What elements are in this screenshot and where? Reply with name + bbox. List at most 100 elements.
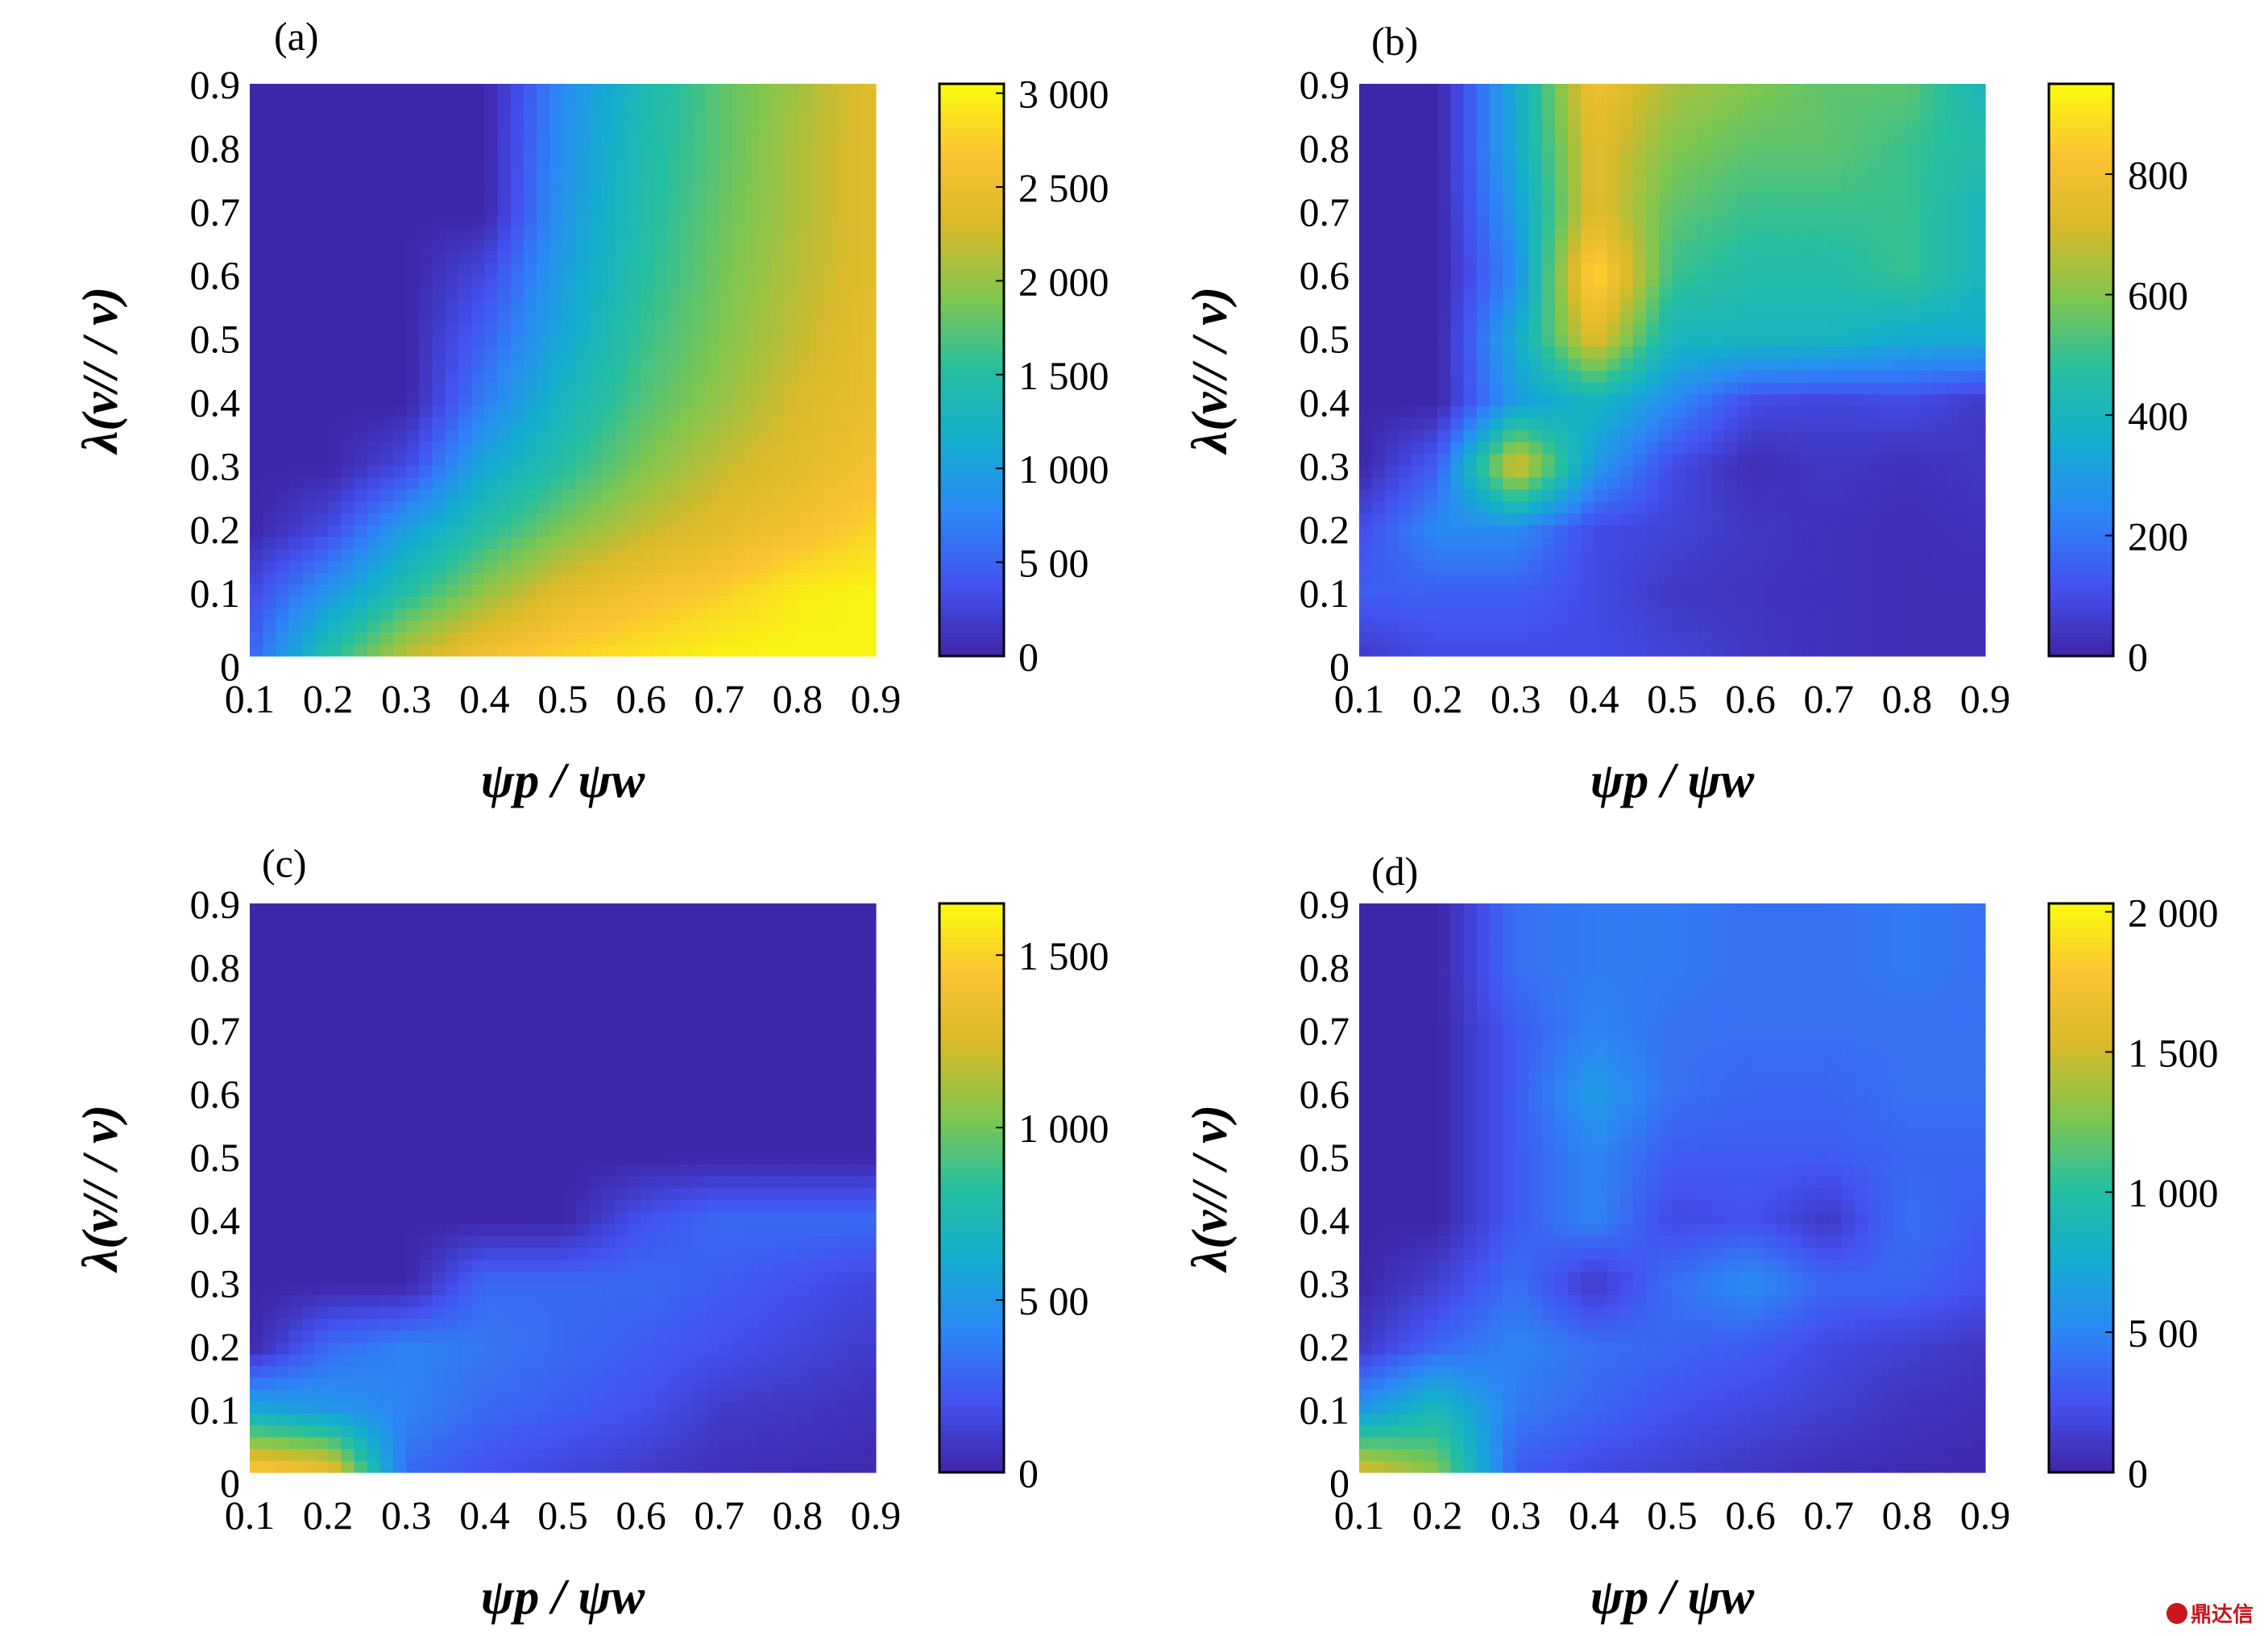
heatmap-cell [276, 488, 290, 502]
heatmap-cell [1828, 620, 1843, 633]
heatmap-cell [1841, 298, 1855, 311]
heatmap-cell [1581, 322, 1594, 335]
colorbar-segment [2049, 274, 2113, 280]
heatmap-cell [1933, 358, 1947, 371]
heatmap-cell [862, 84, 877, 97]
heatmap-cell [862, 560, 877, 574]
heatmap-cell [406, 167, 421, 180]
heatmap-cell [784, 644, 798, 657]
heatmap-cell [419, 370, 433, 383]
heatmap-cell [602, 334, 616, 347]
heatmap-cell [615, 274, 629, 288]
heatmap-cell [1541, 167, 1556, 180]
heatmap-cell [1503, 488, 1516, 502]
heatmap-cell [1528, 322, 1543, 335]
heatmap-cell [1685, 155, 1699, 168]
colorbar-segment [2049, 579, 2113, 585]
heatmap-cell [1581, 417, 1594, 430]
heatmap-cell [680, 644, 694, 657]
heatmap-cell [1424, 525, 1438, 538]
heatmap-cell [406, 95, 421, 109]
heatmap-cell [1607, 346, 1621, 359]
heatmap-cell [588, 226, 603, 239]
heatmap-cell [1463, 84, 1478, 97]
heatmap-cell [1450, 131, 1465, 144]
heatmap-cell [537, 608, 550, 621]
heatmap-cell [1424, 465, 1438, 478]
heatmap-cell [537, 334, 550, 347]
heatmap-cell [1972, 298, 1986, 311]
colorbar-segment [2049, 279, 2113, 285]
heatmap-cell [719, 441, 733, 455]
heatmap-cell [588, 417, 603, 430]
heatmap-cell [497, 107, 512, 120]
heatmap-cell [523, 513, 537, 525]
heatmap-cell [1711, 370, 1725, 383]
colorbar-segment [939, 193, 1004, 199]
heatmap-cell [393, 525, 407, 538]
heatmap-cell [1503, 322, 1516, 335]
heatmap-cell [811, 596, 824, 609]
heatmap-cell [1946, 322, 1960, 335]
heatmap-cell [1685, 167, 1699, 180]
heatmap-cell [276, 513, 290, 525]
heatmap-cell [811, 358, 824, 371]
heatmap-cell [523, 477, 537, 490]
heatmap-cell [406, 226, 421, 239]
heatmap-cell [1724, 310, 1739, 323]
heatmap-cell [419, 286, 433, 299]
heatmap-cell [1489, 95, 1503, 109]
heatmap-cell [1972, 251, 1986, 264]
heatmap-cell [379, 381, 394, 395]
heatmap-cell [1855, 620, 1868, 633]
heatmap-cell [667, 477, 681, 490]
heatmap-cell [1711, 202, 1725, 216]
heatmap-cell [1646, 167, 1660, 180]
heatmap-cell [250, 393, 263, 406]
heatmap-cell [1359, 537, 1373, 550]
heatmap-cell [354, 107, 368, 120]
heatmap-cell [1698, 143, 1712, 156]
colorbar-segment [2049, 317, 2113, 323]
heatmap-cell [1868, 167, 1882, 180]
heatmap-cell [758, 358, 773, 371]
heatmap-cell [263, 346, 276, 359]
heatmap-cell [1503, 191, 1516, 204]
x-tick-label: 0.8 [1882, 676, 1933, 721]
heatmap-cell [849, 262, 864, 276]
colorbar-segment [2049, 93, 2113, 99]
heatmap-cell [393, 346, 407, 359]
heatmap-cell [1568, 239, 1582, 251]
heatmap-cell [1828, 548, 1843, 562]
heatmap-cell [276, 393, 290, 406]
heatmap-cell [250, 1413, 263, 1426]
heatmap-cell [1463, 596, 1478, 609]
heatmap-cell [693, 214, 707, 228]
heatmap-cell [1528, 488, 1543, 502]
heatmap-cell [562, 417, 577, 430]
heatmap-cell [1528, 453, 1543, 466]
heatmap-cell [1777, 262, 1790, 276]
heatmap-cell [301, 441, 316, 455]
heatmap-cell [523, 167, 537, 180]
heatmap-cell [523, 644, 537, 657]
heatmap-cell [1503, 608, 1516, 621]
heatmap-cell [523, 560, 537, 574]
heatmap-cell [510, 477, 525, 490]
heatmap-cell [1880, 393, 1895, 406]
heatmap-cell [1424, 155, 1438, 168]
heatmap-cell [667, 488, 681, 502]
heatmap-cell [811, 262, 824, 276]
heatmap-cell [301, 429, 316, 442]
heatmap-cell [1489, 334, 1503, 347]
heatmap-cell [288, 262, 303, 276]
heatmap-cell [1476, 179, 1491, 192]
heatmap-cell [1632, 620, 1647, 633]
heatmap-cell [1619, 548, 1634, 562]
heatmap-cell [1750, 405, 1764, 418]
heatmap-cell [484, 346, 499, 359]
heatmap-cell [510, 584, 525, 597]
heatmap-cell [1554, 584, 1569, 597]
heatmap-cell [1880, 500, 1895, 514]
heatmap-cell [1893, 441, 1908, 455]
